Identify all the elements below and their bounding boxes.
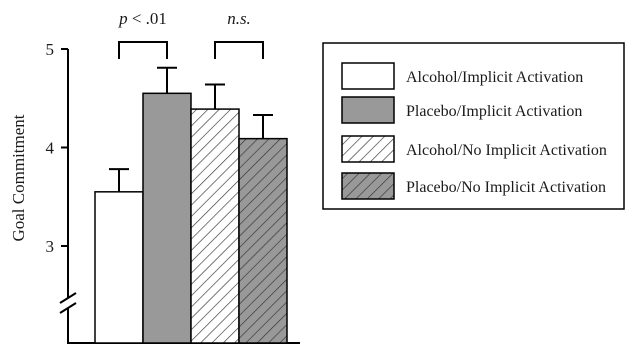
bar (238, 137, 288, 344)
bar (142, 92, 192, 344)
y-axis-label: Goal Commitment (9, 114, 28, 241)
legend-label: Alcohol/Implicit Activation (406, 69, 583, 86)
bar (94, 191, 144, 344)
axis-break-mark-top (59, 292, 77, 304)
significance-label: p < .01 (118, 9, 167, 28)
axis-break-mark-bottom (59, 302, 77, 314)
legend-label: Placebo/No Implicit Activation (406, 179, 606, 196)
y-tick-label: 3 (46, 237, 55, 256)
legend-label: Placebo/Implicit Activation (406, 103, 582, 120)
legend-swatch (341, 96, 395, 124)
y-tick-label: 5 (46, 40, 55, 59)
legend-label: Alcohol/No Implicit Activation (406, 142, 607, 159)
significance-bracket (214, 41, 264, 59)
significance-label: n.s. (227, 9, 251, 28)
significance-bracket (118, 41, 168, 59)
legend-swatch (341, 135, 395, 163)
legend-swatch (341, 172, 395, 200)
bar (190, 108, 240, 344)
legend-swatch (341, 62, 395, 90)
y-tick-label: 4 (46, 139, 55, 158)
